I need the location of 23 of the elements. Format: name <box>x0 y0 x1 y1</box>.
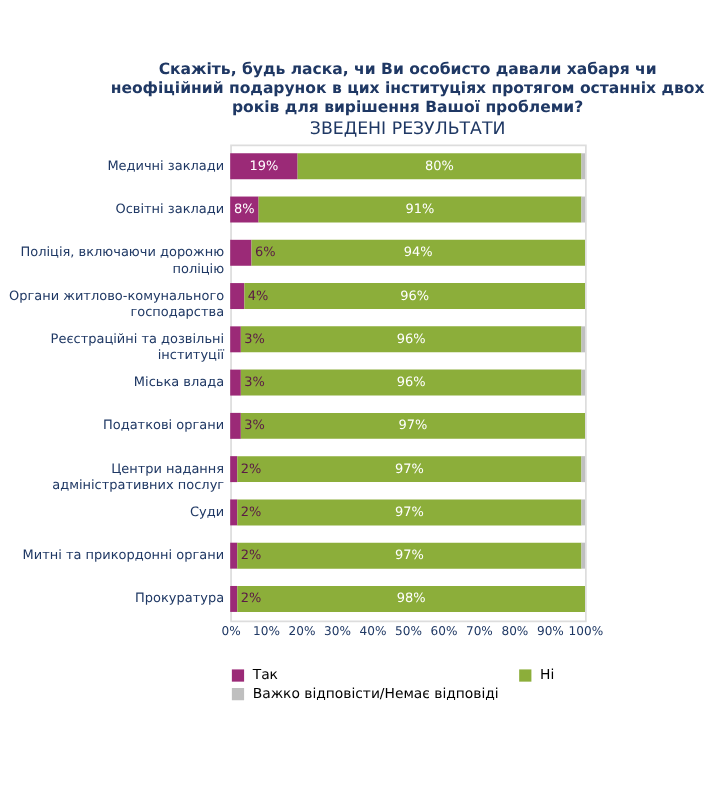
bar <box>240 412 585 439</box>
bar <box>230 326 241 353</box>
bar <box>230 456 238 483</box>
bar <box>230 239 252 266</box>
bar <box>240 326 582 353</box>
bar <box>230 412 241 439</box>
bar <box>237 542 582 569</box>
bar <box>244 283 585 310</box>
bar <box>230 283 245 310</box>
chart-subtitle: ЗВЕДЕНІ РЕЗУЛЬТАТИ <box>309 120 506 141</box>
chart-title: Скажіть, будь ласка, чи Ви особисто давали хабаря чи неофіційний подарунок в цих інституціях протягом останніх двох років для вирішення Вашої проблеми? <box>110 59 705 116</box>
bar <box>230 499 238 526</box>
bar <box>237 585 585 612</box>
bar <box>251 239 585 266</box>
bar <box>258 196 582 223</box>
bar <box>230 542 238 569</box>
bar <box>230 585 238 612</box>
bar <box>230 369 241 396</box>
bar <box>297 153 582 180</box>
bar <box>240 369 582 396</box>
bar <box>237 456 582 483</box>
bar <box>230 153 298 180</box>
bar <box>237 499 582 526</box>
